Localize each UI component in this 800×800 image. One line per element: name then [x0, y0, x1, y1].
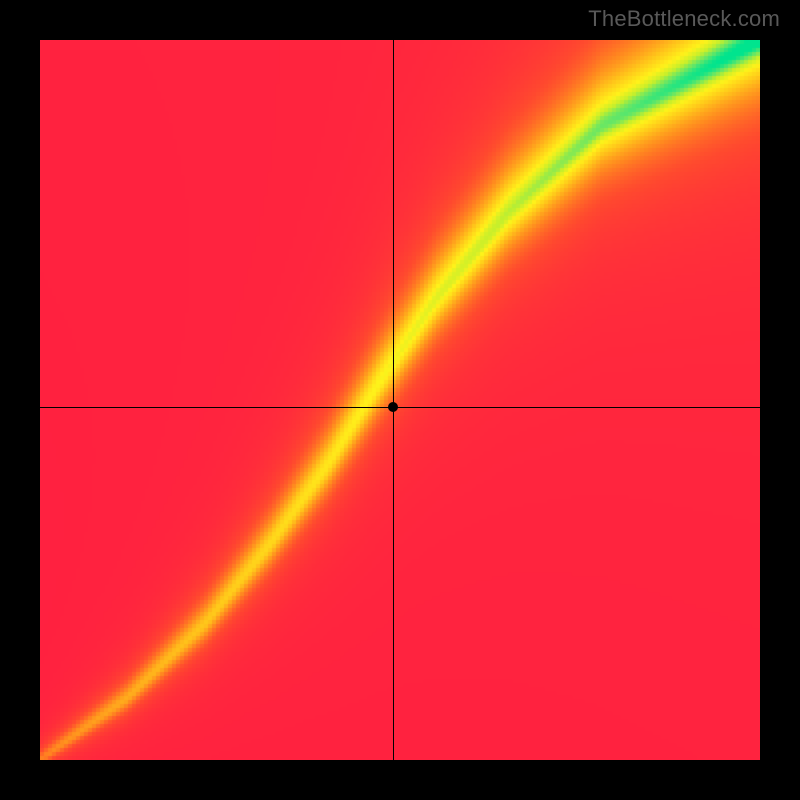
bottleneck-heatmap [40, 40, 760, 760]
plot-area [40, 40, 760, 760]
crosshair-vertical [393, 40, 394, 760]
crosshair-horizontal [40, 407, 760, 408]
selected-point-marker [388, 402, 398, 412]
watermark-text: TheBottleneck.com [588, 6, 780, 32]
